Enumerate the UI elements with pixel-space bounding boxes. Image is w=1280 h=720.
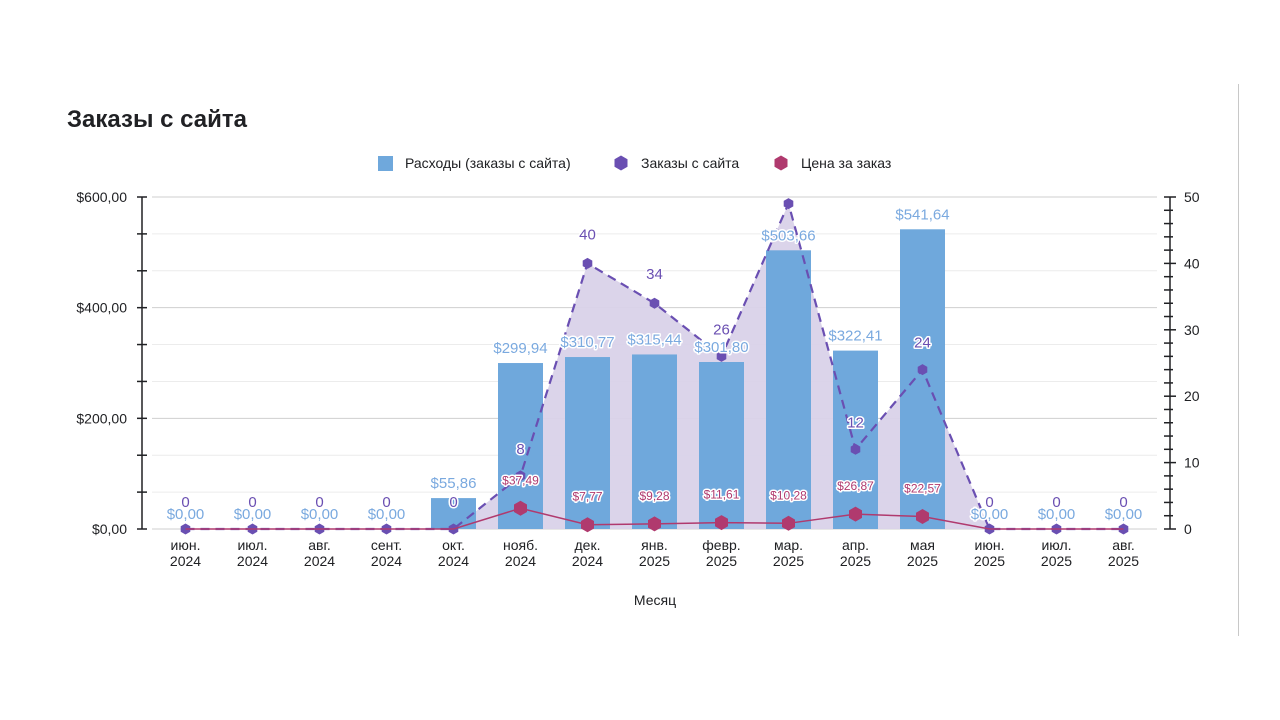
price-value-label: $22,57 (904, 482, 941, 496)
data-labels: $0,00 $0,00 $0,00 $0,00 $55,86 $299,94 $310,77… (165, 205, 1144, 525)
legend-swatch (774, 155, 788, 171)
bar-value-label: $322,41 (828, 328, 882, 345)
price-value-label: $9,28 (639, 489, 669, 503)
x-axis-tick-label: янв. 2025 (639, 537, 670, 569)
left-axis-tick-label: $600,00 (76, 189, 127, 205)
bar-value-label: $0,00 (1038, 506, 1076, 523)
panel-divider (1238, 84, 1239, 636)
x-axis-title: Месяц (634, 592, 676, 608)
x-axis-tick-label: сент. 2024 (371, 537, 402, 569)
bar-expenses[interactable] (632, 354, 677, 529)
price-point[interactable] (715, 515, 728, 531)
orders-value-label: 12 (847, 414, 864, 431)
bar-value-label: $0,00 (971, 506, 1009, 523)
orders-value-label: 0 (449, 494, 457, 511)
legend-item[interactable]: Заказы с сайта (614, 155, 740, 171)
price-point[interactable] (648, 516, 661, 532)
x-axis-tick-label: июн. 2025 (974, 537, 1005, 569)
orders-point[interactable] (716, 350, 727, 362)
x-axis-tick-label: июн. 2024 (170, 537, 201, 569)
x-axis-tick-label: июл. 2024 (237, 537, 268, 569)
x-axis-tick-label: апр. 2025 (840, 537, 871, 569)
orders-value-label: 0 (181, 494, 189, 511)
orders-point[interactable] (917, 364, 928, 376)
orders-point[interactable] (850, 443, 861, 455)
bar-value-label: $503,66 (761, 227, 815, 244)
axes: $0,00 $200,00 $400,00 $600,00 0 10 20 30 40 50 июн… (76, 189, 1199, 569)
legend-item[interactable]: Расходы (заказы с сайта) (378, 155, 571, 171)
price-point[interactable] (514, 500, 527, 516)
bar-expenses[interactable] (900, 229, 945, 529)
x-axis-tick-label: окт. 2024 (438, 537, 469, 569)
bars-layer (163, 229, 1146, 530)
orders-value-label: 34 (646, 266, 663, 283)
bar-value-label: $315,44 (627, 331, 681, 348)
price-value-label: $10,28 (770, 488, 807, 502)
legend-swatch (614, 155, 628, 171)
bar-value-label: $310,77 (560, 334, 614, 351)
orders-point[interactable] (515, 470, 526, 482)
price-value-label: $37,49 (502, 473, 539, 487)
price-point[interactable] (849, 506, 862, 522)
price-point[interactable] (581, 517, 594, 533)
x-axis-tick-label: нояб. 2024 (503, 537, 538, 569)
x-axis-tick-label: авг. 2025 (1108, 537, 1139, 569)
x-axis-tick-label: авг. 2024 (304, 537, 335, 569)
chart-title: Заказы с сайта (67, 106, 247, 133)
orders-point[interactable] (649, 297, 660, 309)
orders-value-label: 0 (248, 494, 256, 511)
orders-value-label: 0 (1052, 494, 1060, 511)
left-axis-tick-label: $400,00 (76, 300, 127, 316)
right-axis-tick-label: 30 (1184, 322, 1200, 338)
x-axis-tick-label: дек. 2024 (572, 537, 603, 569)
legend[interactable]: Расходы (заказы с сайта) Заказы с сайта Це… (378, 155, 891, 171)
bar-value-label: $301,80 (694, 339, 748, 356)
legend-label: Заказы с сайта (641, 155, 739, 171)
lines-layer (180, 198, 1129, 535)
bar-value-label: $541,64 (895, 206, 949, 223)
right-axis-tick-label: 20 (1184, 388, 1200, 404)
orders-point[interactable] (783, 198, 794, 210)
bar-value-label: $0,00 (301, 506, 339, 523)
orders-value-label: 26 (713, 321, 730, 338)
price-value-label: $11,61 (704, 488, 740, 502)
price-value-label: $26,87 (837, 479, 874, 493)
bar-value-label: $0,00 (1105, 506, 1143, 523)
bar-value-label: $0,00 (167, 506, 205, 523)
price-value-label: $7,77 (572, 490, 602, 504)
price-point[interactable] (916, 509, 929, 524)
price-point[interactable] (782, 515, 795, 531)
x-axis-tick-label: февр. 2025 (702, 537, 740, 569)
left-axis-tick-label: $200,00 (76, 410, 127, 426)
legend-item[interactable]: Цена за заказ (774, 155, 892, 171)
bar-expenses[interactable] (766, 250, 811, 529)
bar-expenses[interactable] (833, 350, 878, 529)
bar-value-label: $55,86 (431, 475, 477, 492)
orders-value-label: 0 (1119, 494, 1127, 511)
orders-value-label: 24 (914, 335, 931, 352)
left-axis-tick-label: $0,00 (92, 521, 127, 537)
legend-swatch (378, 156, 393, 171)
x-axis-tick-label: июл. 2025 (1041, 537, 1072, 569)
bar-value-label: $0,00 (234, 506, 272, 523)
x-axis-tick-label: мар. 2025 (773, 537, 804, 569)
bar-value-label: $299,94 (493, 340, 547, 357)
bar-expenses[interactable] (699, 362, 744, 529)
orders-value-label: 0 (985, 494, 993, 511)
legend-label: Цена за заказ (801, 155, 891, 171)
orders-point[interactable] (582, 257, 593, 269)
orders-value-label: 0 (382, 494, 390, 511)
bar-expenses[interactable] (565, 357, 610, 529)
orders-value-label: 8 (516, 441, 524, 458)
right-axis-tick-label: 50 (1184, 189, 1200, 205)
legend-label: Расходы (заказы с сайта) (405, 155, 571, 171)
right-axis-tick-label: 0 (1184, 521, 1192, 537)
x-axis-tick-label: мая 2025 (907, 537, 938, 569)
orders-value-label: 0 (315, 494, 323, 511)
right-axis-tick-label: 40 (1184, 255, 1200, 271)
right-axis-tick-label: 10 (1184, 455, 1200, 471)
bar-value-label: $0,00 (368, 506, 406, 523)
orders-value-label: 40 (579, 226, 596, 243)
